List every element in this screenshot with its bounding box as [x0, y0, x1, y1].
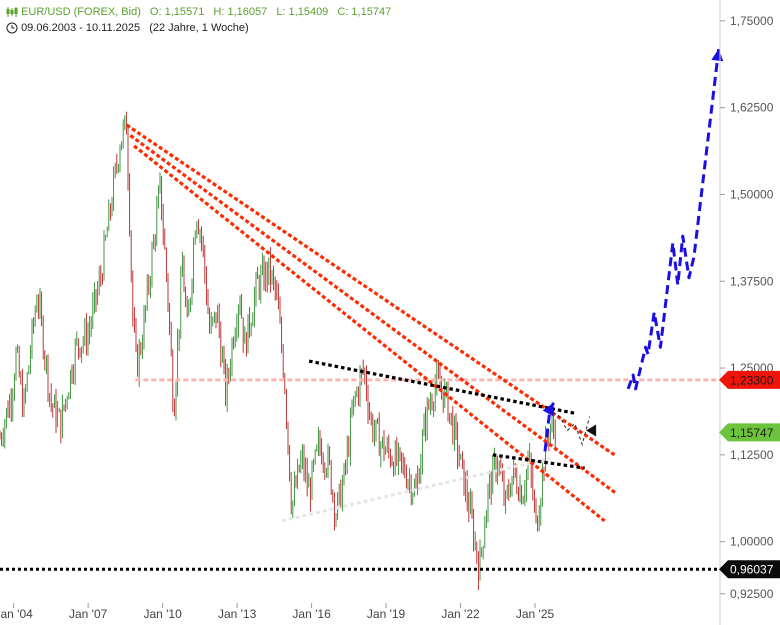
price-tick-label: 1,62500	[730, 101, 774, 115]
symbol-label: EUR/USD (FOREX, Bid)	[21, 6, 141, 18]
quote-header: EUR/USD (FOREX, Bid) O: 1,15571 H: 1,160…	[6, 6, 397, 18]
downtrend-channel-line	[125, 123, 616, 457]
faint-uptrend-line	[281, 456, 551, 523]
support-price-badge: 0,96037	[719, 560, 780, 579]
price-axis: 0,925001,000001,125001,250001,375001,500…	[719, 0, 780, 625]
close-value: C: 1,15747	[337, 6, 392, 18]
price-tick-label: 1,12500	[730, 448, 774, 462]
black-trendline	[492, 453, 585, 470]
resistance-price-badge: 1,23300	[719, 370, 780, 389]
time-tick-label: Jan '10	[143, 607, 182, 621]
drawing-layer	[0, 48, 724, 571]
projection-path	[626, 48, 721, 391]
candlestick-icon	[6, 7, 18, 18]
price-tick-label: 1,75000	[730, 14, 774, 28]
price-tick-label: 1,50000	[730, 187, 774, 201]
last-price-badge: 1,15747	[719, 423, 780, 442]
time-tick-label: Jan '16	[292, 607, 331, 621]
time-tick-label: Jan '07	[69, 607, 108, 621]
downtrend-channel-line	[129, 134, 617, 495]
scenario-path	[547, 409, 591, 447]
duration-label: (22 Jahre, 1 Woche)	[149, 22, 249, 34]
projection-arrowhead	[542, 402, 554, 417]
support-price-badge-label: 0,96037	[730, 563, 774, 577]
time-tick-label: Jan '19	[367, 607, 406, 621]
time-tick-label: Jan '25	[516, 607, 555, 621]
time-axis: Jan '04 Jan '07 Jan '10 Jan '13 Jan '16 Jan '…	[0, 603, 555, 621]
price-tick-label: 1,00000	[730, 535, 774, 549]
time-tick-label: Jan '22	[441, 607, 480, 621]
clock-icon	[6, 22, 18, 34]
support-price-badge-shape	[719, 560, 780, 579]
candlestick-series	[0, 111, 556, 590]
downtrend-channel-line	[133, 144, 606, 523]
resistance-price-badge-label: 1,23300	[730, 373, 774, 387]
open-value: O: 1,15571	[149, 6, 205, 18]
low-value: L: 1,15409	[276, 6, 329, 18]
last-price-badge-shape	[719, 423, 780, 442]
date-range: 09.06.2003 - 10.11.2025	[21, 22, 141, 34]
period-header: 09.06.2003 - 10.11.2025 (22 Jahre, 1 Woc…	[6, 22, 255, 34]
time-tick-label: Jan '04	[0, 607, 33, 621]
scenario-arrowhead	[586, 424, 597, 437]
price-tick-label: 0,92500	[730, 587, 774, 601]
high-value: H: 1,16057	[213, 6, 268, 18]
resistance-price-badge-shape	[719, 370, 780, 389]
time-tick-label: Jan '13	[218, 607, 257, 621]
last-price-badge-label: 1,15747	[730, 426, 774, 440]
price-tick-label: 1,37500	[730, 274, 774, 288]
